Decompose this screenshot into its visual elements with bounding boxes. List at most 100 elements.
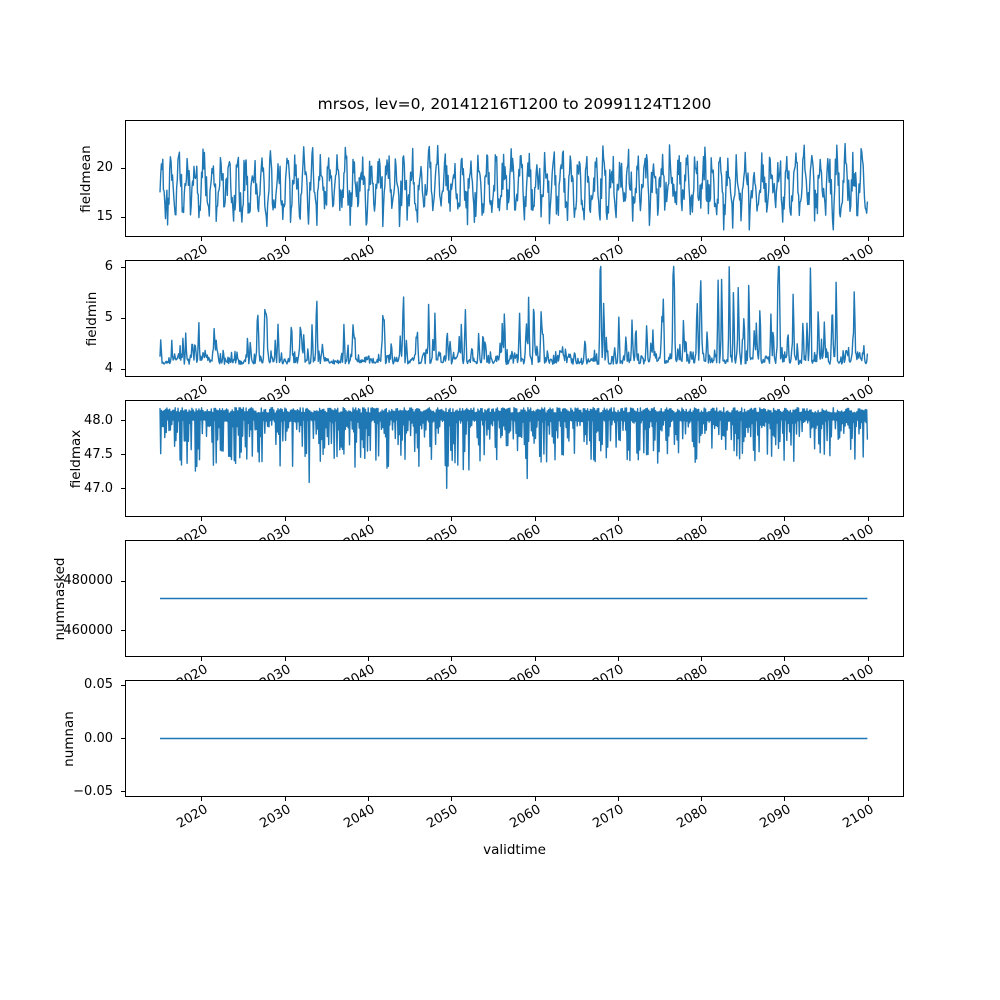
x-tick-label: 2050 [424, 802, 461, 832]
x-tick [451, 657, 453, 661]
y-tick-label: −0.05 [73, 783, 113, 799]
x-tick [617, 657, 619, 661]
x-tick [201, 377, 203, 381]
y-tick-label: 6 [104, 259, 113, 275]
x-tick [867, 237, 869, 241]
series-line-numnan [160, 737, 868, 740]
x-tick-label: 2070 [590, 802, 627, 832]
y-tick-label: 4 [104, 361, 113, 377]
y-tick [121, 630, 125, 632]
y-tick [121, 317, 125, 319]
x-tick [867, 517, 869, 521]
x-tick [784, 657, 786, 661]
x-tick [284, 657, 286, 661]
y-tick [121, 684, 125, 686]
x-tick [784, 237, 786, 241]
series-line-fieldmax [159, 407, 869, 489]
x-tick [701, 517, 703, 521]
plot-frame [125, 120, 904, 237]
y-axis-label-fieldmin: fieldmin [84, 291, 100, 346]
x-tick-label: 2100 [840, 802, 877, 832]
y-tick-label: 15 [96, 209, 113, 224]
x-tick [201, 517, 203, 521]
x-tick-label: 2080 [673, 802, 711, 832]
plot-frame [125, 540, 904, 657]
series-line-fieldmean [159, 142, 869, 231]
series-path [159, 142, 869, 231]
y-tick [121, 454, 125, 456]
x-tick [701, 797, 703, 801]
series-path [159, 265, 869, 366]
y-tick-label: 0.00 [84, 730, 113, 746]
x-tick [701, 237, 703, 241]
plot-frame [125, 400, 904, 517]
x-tick [451, 517, 453, 521]
x-tick [867, 797, 869, 801]
y-tick-label: 47.0 [84, 480, 113, 496]
y-tick-label: 47.5 [84, 446, 113, 462]
y-axis-label-nummasked: nummasked [52, 557, 68, 640]
x-tick [701, 377, 703, 381]
y-axis-label-numnan: numnan [61, 710, 77, 767]
y-tick-label: 460000 [63, 622, 113, 638]
x-tick [867, 657, 869, 661]
y-tick [121, 488, 125, 490]
x-tick [368, 377, 369, 381]
x-tick [284, 517, 286, 521]
chart-title: mrsos, lev=0, 20141216T1200 to 20991124T… [317, 95, 712, 113]
y-tick [121, 368, 125, 370]
x-tick [284, 237, 286, 241]
y-tick [121, 580, 125, 582]
x-tick [451, 797, 453, 801]
series-line-nummasked [160, 597, 868, 600]
x-tick-label: 2090 [757, 802, 794, 832]
x-tick [368, 797, 369, 801]
series-path [159, 407, 869, 489]
y-tick [121, 216, 125, 218]
x-tick-label: 2030 [257, 802, 294, 832]
x-tick [617, 797, 619, 801]
x-tick [284, 377, 286, 381]
y-tick-label: 48.0 [84, 412, 113, 428]
y-axis-label-fieldmax: fieldmax [68, 429, 84, 488]
x-tick [617, 237, 619, 241]
x-tick [784, 517, 786, 521]
x-tick [534, 377, 536, 381]
x-tick-label: 2040 [340, 802, 377, 832]
x-tick [201, 657, 203, 661]
x-tick [451, 237, 453, 241]
x-tick [368, 237, 369, 241]
y-tick [121, 266, 125, 268]
x-tick [284, 797, 286, 801]
y-tick [121, 738, 125, 739]
x-tick-label: 2060 [507, 802, 544, 832]
x-tick [201, 237, 203, 241]
y-tick-label: 0.05 [84, 677, 113, 693]
series-line-fieldmin [159, 265, 869, 366]
plot-frame [125, 260, 904, 377]
x-tick-label: 2020 [174, 802, 211, 832]
y-tick-label: 5 [104, 310, 113, 326]
x-tick [368, 517, 369, 521]
x-tick [784, 377, 786, 381]
y-tick [121, 167, 125, 169]
plot-frame [125, 680, 904, 797]
x-tick [617, 377, 619, 381]
y-tick-label: 20 [96, 160, 113, 176]
y-tick [121, 791, 125, 793]
x-axis-label: validtime [483, 842, 546, 858]
y-axis-label-fieldmean: fieldmean [78, 144, 94, 213]
x-tick [784, 797, 786, 801]
x-tick [451, 377, 453, 381]
x-tick [701, 657, 703, 661]
x-tick [617, 517, 619, 521]
y-tick-label: 480000 [63, 573, 113, 589]
x-tick [534, 797, 536, 801]
x-tick [534, 237, 536, 241]
x-tick [534, 517, 536, 521]
x-tick [534, 657, 536, 661]
y-tick [121, 420, 125, 422]
x-tick [867, 377, 869, 381]
x-tick [201, 797, 203, 801]
